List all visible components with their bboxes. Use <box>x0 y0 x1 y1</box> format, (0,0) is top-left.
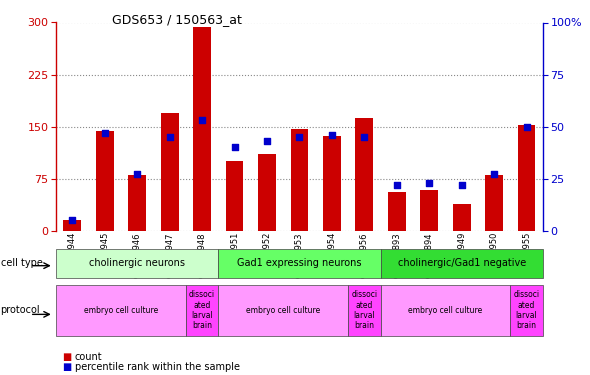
Point <box>165 134 175 140</box>
Text: percentile rank within the sample: percentile rank within the sample <box>75 362 240 372</box>
Point <box>230 144 240 150</box>
Bar <box>388 192 406 231</box>
Bar <box>485 175 503 231</box>
Text: ■: ■ <box>62 352 71 362</box>
Bar <box>160 112 179 231</box>
Text: cholinergic/Gad1 negative: cholinergic/Gad1 negative <box>398 258 526 268</box>
Bar <box>225 161 244 231</box>
Bar <box>96 131 114 231</box>
Point <box>522 124 532 130</box>
Point <box>197 117 206 123</box>
Text: cholinergic neurons: cholinergic neurons <box>89 258 185 268</box>
Text: embryo cell culture: embryo cell culture <box>84 306 158 315</box>
Bar <box>453 204 471 231</box>
Point <box>359 134 369 140</box>
Text: GDS653 / 150563_at: GDS653 / 150563_at <box>112 13 242 26</box>
Text: Gad1 expressing neurons: Gad1 expressing neurons <box>237 258 362 268</box>
Point <box>294 134 304 140</box>
Text: ■: ■ <box>62 362 71 372</box>
Text: dissoci
ated
larval
brain: dissoci ated larval brain <box>351 290 378 330</box>
Point <box>67 217 77 223</box>
Bar <box>128 175 146 231</box>
Point <box>490 171 499 177</box>
Point <box>392 182 401 188</box>
Text: protocol: protocol <box>1 305 40 315</box>
Bar <box>290 129 309 231</box>
Text: embryo cell culture: embryo cell culture <box>408 306 483 315</box>
Bar <box>258 154 276 231</box>
Bar <box>323 136 341 231</box>
Point <box>425 180 434 186</box>
Text: count: count <box>75 352 103 362</box>
Point <box>100 130 110 136</box>
Point <box>457 182 466 188</box>
Bar <box>63 220 81 231</box>
Point <box>132 171 142 177</box>
Point <box>327 132 336 138</box>
Bar <box>193 27 211 231</box>
Text: embryo cell culture: embryo cell culture <box>246 306 320 315</box>
Text: cell type: cell type <box>1 258 42 268</box>
Bar <box>355 118 373 231</box>
Text: dissoci
ated
larval
brain: dissoci ated larval brain <box>189 290 215 330</box>
Text: dissoci
ated
larval
brain: dissoci ated larval brain <box>513 290 540 330</box>
Bar <box>420 190 438 231</box>
Point <box>262 138 271 144</box>
Bar <box>517 125 536 231</box>
